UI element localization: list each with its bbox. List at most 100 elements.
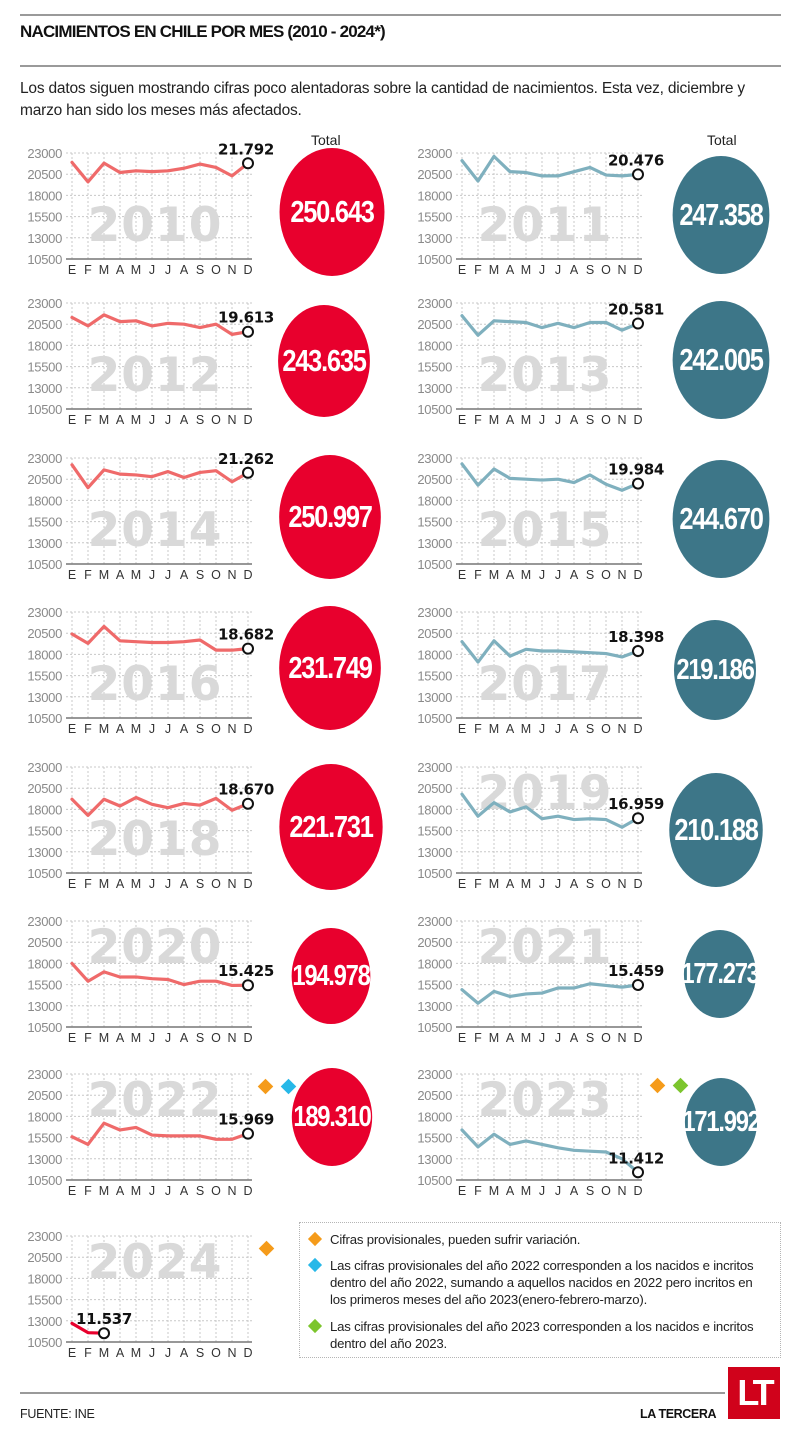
x-tick-label: J	[539, 877, 545, 891]
last-point-marker	[242, 466, 254, 479]
x-tick-label: J	[149, 877, 155, 891]
y-tick-label: 15500	[417, 824, 452, 839]
y-tick-label: 13000	[27, 845, 62, 860]
legend-text: Cifras provisionales, pueden sufrir vari…	[330, 1232, 581, 1247]
y-tick-label: 13000	[27, 231, 62, 246]
y-tick-label: 20500	[27, 626, 62, 641]
x-tick-label: J	[165, 1346, 171, 1360]
y-tick-label: 23000	[417, 296, 452, 311]
total-circle-2014: 250.997	[279, 455, 381, 579]
y-tick-label: 15500	[417, 210, 452, 225]
x-tick-label: F	[84, 568, 92, 582]
chart-panel-2017: 23000 20500 18000 15500 13000 10500 E F M A M J J A S O…	[392, 605, 772, 762]
x-tick-label: O	[211, 1346, 221, 1360]
x-tick-label: M	[521, 568, 531, 582]
last-point-marker	[98, 1327, 110, 1340]
y-tick-label: 18000	[27, 493, 62, 508]
source-label: FUENTE: INE	[20, 1407, 95, 1421]
x-tick-label: A	[180, 1346, 189, 1360]
x-tick-label: F	[84, 1184, 92, 1198]
y-tick-label: 10500	[27, 1173, 62, 1188]
y-tick-label: 23000	[27, 451, 62, 466]
last-value-label: 19.613	[218, 309, 274, 327]
x-tick-label: J	[539, 1031, 545, 1045]
x-tick-label: M	[99, 568, 109, 582]
x-tick-label: D	[633, 1184, 642, 1198]
y-tick-label: 10500	[27, 866, 62, 881]
y-tick-label: 10500	[27, 1335, 62, 1350]
x-tick-label: M	[131, 1031, 141, 1045]
total-heading: Total	[707, 132, 737, 148]
total-circle-2023: 171.992	[682, 1078, 761, 1166]
x-tick-label: E	[68, 568, 76, 582]
x-tick-label: J	[555, 263, 561, 277]
total-value: 219.186	[676, 653, 755, 686]
x-tick-label: O	[601, 1031, 611, 1045]
x-tick-label: D	[633, 263, 642, 277]
y-tick-label: 20500	[27, 167, 62, 182]
year-watermark: 2021	[478, 920, 613, 975]
y-tick-label: 20500	[27, 935, 62, 950]
y-tick-label: 20500	[417, 167, 452, 182]
x-tick-label: E	[68, 722, 76, 736]
total-circle-2010: 250.643	[279, 148, 385, 276]
total-value: 221.731	[289, 809, 374, 844]
x-tick-label: O	[211, 1031, 221, 1045]
chart-panel-2014: 23000 20500 18000 15500 13000 10500 E F M A M J J A S O…	[0, 450, 380, 608]
last-value-label: 20.476	[608, 151, 664, 169]
x-tick-label: N	[617, 1184, 626, 1198]
last-point-marker	[242, 1127, 254, 1140]
x-tick-label: A	[506, 568, 515, 582]
x-tick-label: O	[211, 1184, 221, 1198]
y-tick-label: 13000	[417, 1152, 452, 1167]
chart-panel-2013: 23000 20500 18000 15500 13000 10500 E F M A M J J A S O…	[392, 296, 772, 453]
y-tick-label: 13000	[27, 1152, 62, 1167]
y-tick-label: 15500	[27, 824, 62, 839]
y-tick-label: 10500	[27, 1020, 62, 1035]
x-tick-label: S	[196, 413, 204, 427]
series-line	[460, 982, 640, 1005]
x-tick-label: J	[149, 1184, 155, 1198]
y-tick-label: 23000	[27, 1067, 62, 1082]
y-tick-label: 20500	[27, 781, 62, 796]
x-tick-label: M	[489, 722, 499, 736]
y-tick-label: 10500	[417, 557, 452, 572]
year-watermark: 2018	[88, 812, 223, 867]
total-value: 250.997	[288, 499, 373, 534]
x-tick-label: M	[99, 877, 109, 891]
x-tick-label: J	[555, 413, 561, 427]
x-tick-label: N	[227, 263, 236, 277]
x-tick-label: D	[633, 413, 642, 427]
x-tick-label: O	[211, 263, 221, 277]
y-tick-label: 18000	[27, 647, 62, 662]
x-tick-label: N	[227, 1346, 236, 1360]
x-tick-label: J	[555, 1031, 561, 1045]
last-value-label: 20.581	[608, 301, 664, 319]
x-tick-label: S	[586, 1184, 594, 1198]
x-tick-label: M	[521, 1184, 531, 1198]
y-tick-label: 20500	[27, 472, 62, 487]
chart-panel-2012: 23000 20500 18000 15500 13000 10500 E F M A M J J A S O…	[0, 296, 380, 453]
x-tick-label: E	[68, 263, 76, 277]
x-tick-label: A	[570, 263, 579, 277]
y-tick-label: 15500	[27, 515, 62, 530]
top-rule	[20, 14, 781, 16]
x-tick-label: J	[539, 1184, 545, 1198]
x-tick-label: M	[489, 263, 499, 277]
y-tick-label: 13000	[27, 536, 62, 551]
x-tick-label: S	[586, 413, 594, 427]
legend-text: Las cifras provisionales del año 2023 co…	[330, 1319, 754, 1351]
x-tick-label: M	[99, 1184, 109, 1198]
x-tick-label: E	[458, 722, 466, 736]
y-tick-label: 23000	[27, 296, 62, 311]
y-tick-label: 13000	[417, 381, 452, 396]
x-tick-label: E	[458, 413, 466, 427]
last-value-label: 15.969	[218, 1111, 274, 1129]
x-tick-label: O	[601, 877, 611, 891]
x-tick-label: A	[116, 1031, 125, 1045]
series-line	[70, 1121, 250, 1146]
y-tick-label: 13000	[27, 381, 62, 396]
year-watermark: 2020	[88, 920, 223, 975]
